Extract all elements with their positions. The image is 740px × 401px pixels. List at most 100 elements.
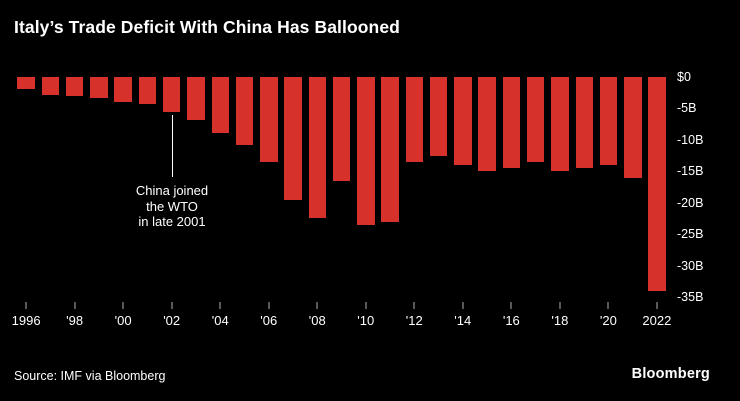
chart-bar-1997 <box>41 77 60 95</box>
chart-bar-2012 <box>405 77 424 162</box>
source-credit: Source: IMF via Bloomberg <box>14 369 166 383</box>
bar-slot <box>111 77 135 297</box>
chart-title: Italy’s Trade Deficit With China Has Bal… <box>14 17 400 37</box>
chart-bar-2021 <box>624 77 642 178</box>
bar-slot <box>475 77 499 297</box>
x-axis-label: '08 <box>308 313 326 328</box>
bar-slot <box>257 77 281 297</box>
annotation-text: China joined the WTO in late 2001 <box>136 183 208 230</box>
x-axis-tick <box>559 302 561 309</box>
chart-bar-2007 <box>284 77 302 200</box>
y-axis-label: -20B <box>677 195 704 210</box>
y-axis: $0 -5B -10B -15B -20B -25B -30B -35B <box>677 70 737 304</box>
x-axis-label: '98 <box>66 313 84 328</box>
x-axis-tick <box>74 302 76 309</box>
chart-bar-2019 <box>575 77 593 169</box>
chart-bar-2010 <box>357 77 375 225</box>
bar-slot <box>402 77 426 297</box>
x-axis-label: 1996 <box>11 313 41 328</box>
x-axis-label: '04 <box>211 313 229 328</box>
bar-slot <box>427 77 451 297</box>
bar-slot <box>451 77 475 297</box>
y-axis-label: -30B <box>677 258 704 273</box>
chart-bar-2011 <box>381 77 399 222</box>
chart-bar-2014 <box>454 77 472 165</box>
x-axis-tick <box>510 302 512 309</box>
bar-slot <box>645 77 669 297</box>
annotation-line <box>172 115 173 177</box>
y-axis-label: -5B <box>677 101 697 116</box>
x-axis-tick <box>462 302 464 309</box>
bar-slot <box>548 77 572 297</box>
x-axis-label: '00 <box>114 313 132 328</box>
annotation-line-2: the WTO <box>146 198 198 214</box>
annotation-line-3: in late 2001 <box>138 214 206 229</box>
chart-bar-2017 <box>526 77 545 162</box>
x-axis-label: '20 <box>599 313 617 328</box>
chart-bar-2022 <box>648 77 666 291</box>
x-axis-tick <box>25 302 27 309</box>
x-axis-label: '02 <box>163 313 181 328</box>
chart-bar-2016 <box>502 77 521 169</box>
bar-slot <box>524 77 548 297</box>
x-axis-label: '06 <box>260 313 278 328</box>
x-axis-tick <box>171 302 173 309</box>
chart-bar-2003 <box>187 77 205 120</box>
chart-bar-1999 <box>90 77 108 98</box>
bar-slot <box>87 77 111 297</box>
x-axis-label: '12 <box>405 313 423 328</box>
chart-bar-2018 <box>551 77 569 172</box>
chart-bar-2004 <box>211 77 229 133</box>
chart-bar-2008 <box>308 77 327 219</box>
bar-slot <box>135 77 159 297</box>
bar-slot <box>499 77 523 297</box>
bar-slot <box>572 77 596 297</box>
x-axis-tick <box>122 302 124 309</box>
bar-slot <box>63 77 87 297</box>
chart-bar-1998 <box>65 77 84 97</box>
x-axis-tick <box>656 302 658 309</box>
bar-slot <box>621 77 645 297</box>
x-axis-tick <box>219 302 221 309</box>
bar-slot <box>305 77 329 297</box>
chart-bar-2009 <box>332 77 351 181</box>
y-axis-label: -10B <box>677 132 704 147</box>
bar-slot <box>14 77 38 297</box>
chart-bar-2013 <box>429 77 448 156</box>
plot-area <box>14 77 669 297</box>
x-axis-label: '16 <box>502 313 520 328</box>
bar-slot <box>232 77 256 297</box>
chart-bar-2005 <box>235 77 254 145</box>
x-axis-label: '18 <box>551 313 569 328</box>
bar-slot <box>38 77 62 297</box>
chart-bar-2002 <box>162 77 181 112</box>
chart-bar-1996 <box>17 77 35 89</box>
annotation-line-1: China joined <box>135 183 209 198</box>
bar-slot <box>281 77 305 297</box>
chart-bar-2006 <box>260 77 278 162</box>
bar-slot <box>596 77 620 297</box>
x-axis-tick <box>413 302 415 309</box>
x-axis-tick <box>607 302 609 309</box>
bar-slot <box>329 77 353 297</box>
bar-slot <box>354 77 378 297</box>
x-axis-tick <box>268 302 270 309</box>
x-axis: 1996 '98 '00 '02 '04 '06 '08 '10 '12 '14 '16 '18 '20… <box>11 300 672 334</box>
x-axis-label: 2022 <box>642 313 672 328</box>
bar-slot <box>208 77 232 297</box>
x-axis-tick <box>365 302 367 309</box>
bar-slot <box>160 77 184 297</box>
bloomberg-logo: Bloomberg <box>631 366 710 382</box>
y-axis-label: $0 <box>677 70 691 84</box>
x-axis-tick <box>316 302 318 309</box>
chart-bar-2001 <box>138 77 157 105</box>
chart-bar-2000 <box>114 77 132 103</box>
y-axis-label: -25B <box>677 227 704 242</box>
y-axis-label: -15B <box>677 164 704 179</box>
chart-bar-2020 <box>599 77 618 165</box>
y-axis-label: -35B <box>677 290 704 304</box>
x-axis-label: '14 <box>454 313 472 328</box>
x-axis-label: '10 <box>357 313 375 328</box>
bar-slot <box>378 77 402 297</box>
